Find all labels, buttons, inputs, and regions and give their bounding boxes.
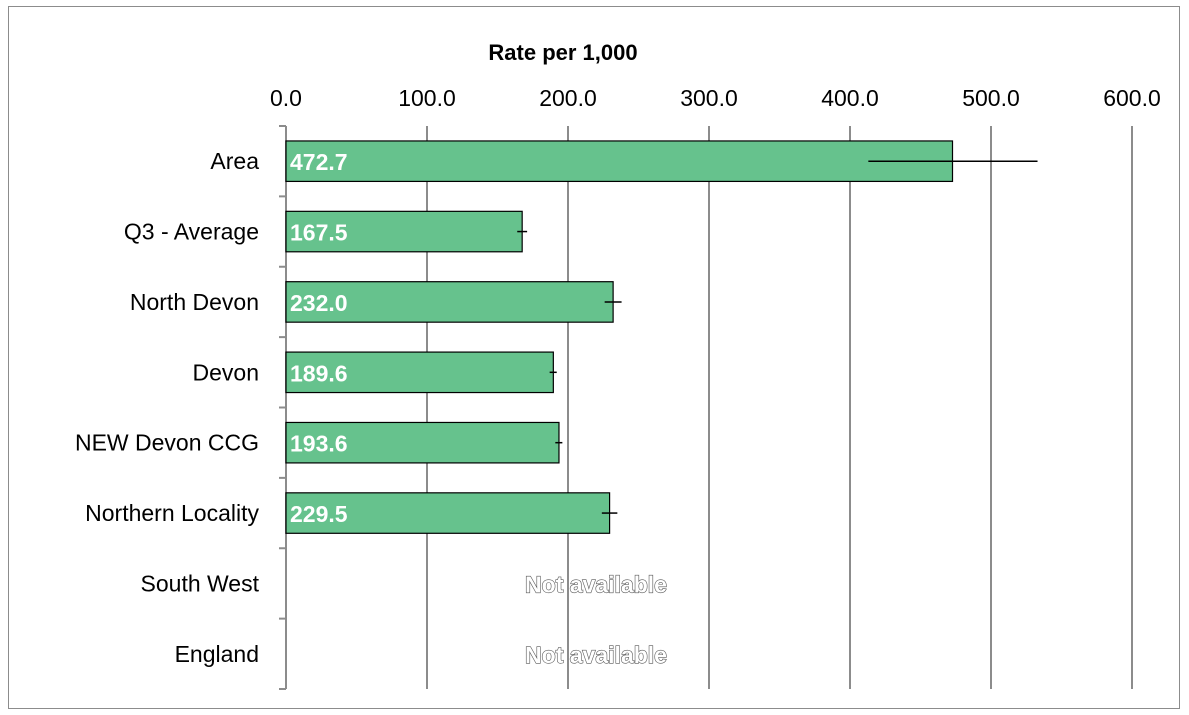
category-label: NEW Devon CCG: [75, 430, 259, 456]
bar: [285, 421, 560, 464]
bar: [285, 281, 614, 323]
tick-label: 200.0: [539, 85, 597, 111]
data-labels: 472.7 167.5 232.0 189.6 193.6 229.5 Not availa…: [290, 149, 668, 668]
bar: [285, 210, 523, 253]
data-label: 229.5: [290, 501, 348, 527]
data-label: 167.5: [290, 220, 348, 246]
bars: [285, 140, 954, 534]
tick-label: 400.0: [821, 85, 879, 111]
tick-label: 500.0: [962, 85, 1020, 111]
tick-label: 300.0: [680, 85, 738, 111]
category-label: Devon: [193, 359, 259, 385]
chart-frame: [8, 6, 1180, 709]
bar: [285, 492, 611, 534]
category-label: Northern Locality: [85, 500, 259, 526]
category-label: England: [175, 641, 259, 667]
category-label: North Devon: [130, 289, 259, 315]
not-available-label: Not available: [525, 571, 667, 597]
category-label: Q3 - Average: [124, 219, 259, 245]
error-bars: [517, 160, 1038, 514]
tick-label: 100.0: [398, 85, 456, 111]
tick-label: 0.0: [270, 85, 302, 111]
category-label: Area: [210, 148, 259, 174]
category-label: South West: [141, 570, 260, 596]
gridlines: [279, 125, 1133, 690]
category-labels: Area Q3 - Average North Devon Devon NEW Devo…: [75, 148, 260, 667]
tick-label: 600.0: [1103, 85, 1161, 111]
not-available-label: Not available: [525, 642, 667, 668]
x-axis-ticks: 0.0 100.0 200.0 300.0 400.0 500.0 600.0: [270, 85, 1161, 111]
data-label: 232.0: [290, 290, 348, 316]
data-label: 189.6: [290, 360, 348, 386]
data-label: 193.6: [290, 431, 348, 457]
x-axis-title: Rate per 1,000: [488, 40, 637, 65]
data-label: 472.7: [290, 149, 348, 175]
bar: [285, 140, 954, 183]
